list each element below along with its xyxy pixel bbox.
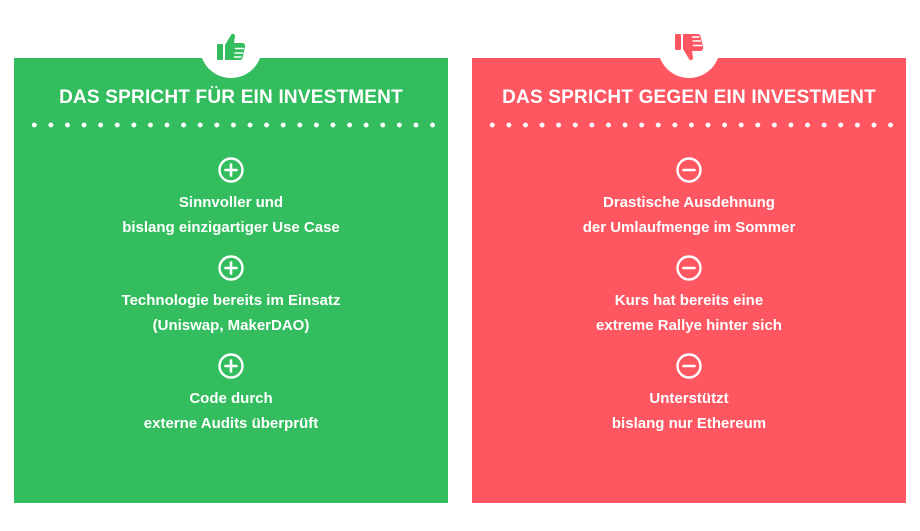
pro-item-line: Technologie bereits im Einsatz <box>121 292 341 309</box>
contra-item: Unterstützt bislang nur Ethereum <box>472 352 906 436</box>
contra-item-line: bislang nur Ethereum <box>611 415 767 432</box>
pro-item-line: Sinnvoller und <box>178 194 284 211</box>
contra-item-line: Unterstützt <box>649 390 729 407</box>
contra-item-line: der Umlaufmenge im Sommer <box>582 219 796 236</box>
pro-item: Sinnvoller und bislang einzigartiger Use… <box>14 156 448 240</box>
contra-item: Drastische Ausdehnung der Umlaufmenge im… <box>472 156 906 240</box>
contra-item: Kurs hat bereits eine extreme Rallye hin… <box>472 254 906 338</box>
pro-heading: DAS SPRICHT FÜR EIN INVESTMENT <box>59 87 403 108</box>
pro-badge <box>200 16 262 78</box>
plus-circle-icon <box>218 255 244 281</box>
pro-item: Technologie bereits im Einsatz (Uniswap,… <box>14 254 448 338</box>
contra-item-line: extreme Rallye hinter sich <box>596 317 782 334</box>
minus-circle-icon <box>676 353 702 379</box>
pro-item-line: Code durch <box>189 390 273 407</box>
minus-circle-icon <box>676 255 702 281</box>
pro-panel: DAS SPRICHT FÜR EIN INVESTMENT Sinnvolle… <box>14 58 448 503</box>
plus-circle-icon <box>218 157 244 183</box>
pro-item-line: externe Audits überprüft <box>143 415 319 432</box>
pro-item-line: bislang einzigartiger Use Case <box>122 219 340 236</box>
thumbs-up-icon <box>217 33 246 60</box>
pro-item-line: (Uniswap, MakerDAO) <box>152 317 310 334</box>
dotted-divider <box>26 122 436 128</box>
contra-badge <box>658 16 720 78</box>
contra-item-line: Kurs hat bereits eine <box>614 292 764 309</box>
dotted-divider <box>484 122 894 128</box>
contra-heading: DAS SPRICHT GEGEN EIN INVESTMENT <box>502 87 876 108</box>
contra-item-line: Drastische Ausdehnung <box>603 194 775 211</box>
pro-item: Code durch externe Audits überprüft <box>14 352 448 436</box>
plus-circle-icon <box>218 353 244 379</box>
thumbs-down-icon <box>675 34 704 61</box>
minus-circle-icon <box>676 157 702 183</box>
contra-panel: DAS SPRICHT GEGEN EIN INVESTMENT Drastis… <box>472 58 906 503</box>
